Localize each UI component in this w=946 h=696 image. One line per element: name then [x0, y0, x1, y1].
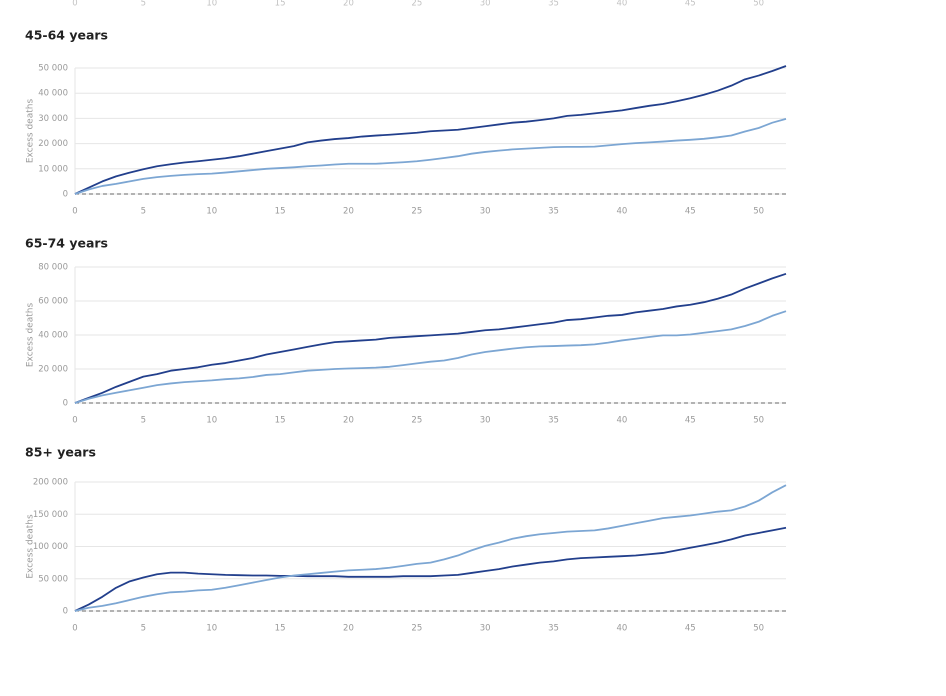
x-tick-label: 35: [548, 416, 559, 426]
y-tick-label: 0: [63, 190, 68, 200]
x-tick-label: 45: [685, 207, 696, 217]
y-tick-label: 80 000: [38, 263, 68, 273]
x-tick-label: 0: [72, 0, 77, 9]
y-tick-label: 0: [63, 607, 68, 617]
x-tick-label: 50: [753, 207, 764, 217]
x-tick-label: 20: [343, 207, 354, 217]
x-tick-label: 30: [480, 624, 491, 634]
x-tick-label: 35: [548, 624, 559, 634]
x-tick-label: 10: [206, 207, 217, 217]
series-line: [74, 484, 787, 612]
x-tick-label: 5: [141, 0, 146, 9]
series-line: [74, 310, 787, 404]
x-tick-label: 5: [141, 624, 146, 634]
x-tick-label: 35: [548, 0, 559, 9]
y-tick-label: 40 000: [38, 331, 68, 341]
y-tick-label: 60 000: [38, 297, 68, 307]
x-tick-label: 35: [548, 207, 559, 217]
y-tick-label: 150 000: [33, 510, 68, 520]
x-tick-label: 20: [343, 416, 354, 426]
series-line: [74, 272, 787, 404]
series-line: [74, 118, 787, 195]
y-tick-label: 50 000: [38, 574, 68, 584]
chart-title: 85+ years: [25, 445, 96, 460]
x-tick-label: 10: [206, 0, 217, 9]
x-tick-label: 0: [72, 416, 77, 426]
x-tick-label: 40: [617, 207, 628, 217]
x-tick-label: 50: [753, 0, 764, 9]
x-tick-label: 20: [343, 624, 354, 634]
y-tick-label: 30 000: [38, 114, 68, 124]
x-tick-label: 25: [411, 207, 422, 217]
x-tick-label: 50: [753, 416, 764, 426]
y-tick-label: 20 000: [38, 139, 68, 149]
x-tick-label: 50: [753, 624, 764, 634]
x-tick-label: 15: [275, 624, 286, 634]
x-tick-label: 30: [480, 207, 491, 217]
series-line: [74, 526, 787, 612]
x-tick-label: 0: [72, 207, 77, 217]
x-tick-label: 30: [480, 0, 491, 9]
x-tick-label: 25: [411, 416, 422, 426]
x-tick-label: 5: [141, 207, 146, 217]
y-axis-label: Excess deaths: [26, 514, 36, 579]
x-tick-label: 15: [275, 207, 286, 217]
x-tick-label: 10: [206, 624, 217, 634]
series-line: [74, 65, 787, 195]
x-tick-label: 40: [617, 624, 628, 634]
y-tick-label: 40 000: [38, 89, 68, 99]
y-tick-label: 0: [63, 399, 68, 409]
x-tick-label: 15: [275, 0, 286, 9]
x-tick-label: 45: [685, 624, 696, 634]
x-tick-label: 15: [275, 416, 286, 426]
x-tick-label: 25: [411, 624, 422, 634]
x-tick-label: 45: [685, 416, 696, 426]
x-tick-label: 5: [141, 416, 146, 426]
x-tick-label: 40: [617, 416, 628, 426]
y-tick-label: 100 000: [33, 542, 68, 552]
x-tick-label: 10: [206, 416, 217, 426]
x-tick-label: 25: [411, 0, 422, 9]
y-tick-label: 50 000: [38, 64, 68, 74]
x-tick-label: 30: [480, 416, 491, 426]
y-axis-label: Excess deaths: [26, 303, 36, 368]
x-tick-label: 0: [72, 624, 77, 634]
x-tick-label: 45: [685, 0, 696, 9]
x-tick-label: 40: [617, 0, 628, 9]
y-tick-label: 200 000: [33, 478, 68, 488]
x-tick-label: 20: [343, 0, 354, 9]
chart-title: 45-64 years: [25, 28, 108, 43]
chart-title: 65-74 years: [25, 236, 108, 251]
y-axis-label: Excess deaths: [26, 99, 36, 164]
y-tick-label: 10 000: [38, 164, 68, 174]
y-tick-label: 20 000: [38, 365, 68, 375]
